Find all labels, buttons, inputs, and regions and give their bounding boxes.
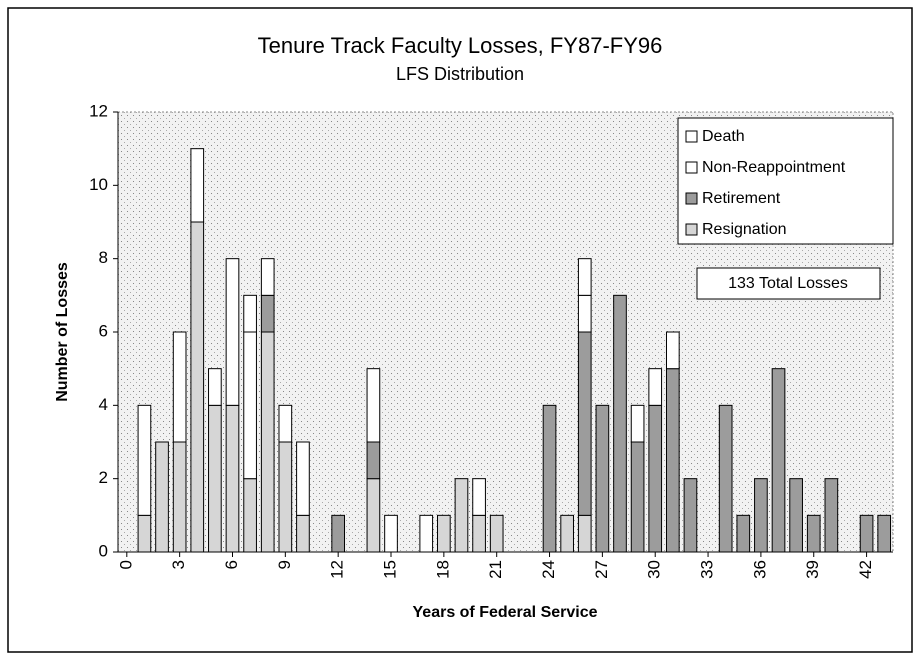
y-tick-label: 4 bbox=[99, 395, 108, 414]
bar-segment bbox=[208, 404, 222, 553]
bar-segment bbox=[366, 441, 381, 480]
bar-segment bbox=[630, 404, 645, 443]
legend bbox=[677, 117, 894, 245]
bar-segment bbox=[137, 404, 152, 516]
marks bbox=[137, 148, 892, 553]
bar-segment bbox=[630, 441, 645, 553]
y-tick-label: 10 bbox=[89, 175, 108, 194]
bar-segment bbox=[155, 441, 169, 553]
bar-segment bbox=[472, 514, 486, 553]
legend-label: Non-Reappointment bbox=[702, 159, 846, 176]
bar-segment bbox=[665, 368, 680, 553]
bar-segment bbox=[454, 478, 469, 553]
bar-segment bbox=[595, 404, 610, 553]
bar-segment bbox=[260, 331, 275, 553]
legend-label: Retirement bbox=[702, 190, 781, 207]
bar-segment bbox=[260, 258, 275, 296]
legend-swatch bbox=[685, 161, 698, 174]
bar-segment bbox=[736, 514, 751, 553]
bar-segment bbox=[366, 368, 381, 443]
x-tick-label: 42 bbox=[856, 560, 875, 579]
bar-segment bbox=[366, 478, 381, 553]
x-tick-label: 9 bbox=[275, 560, 294, 569]
y-tick-label: 8 bbox=[99, 248, 108, 267]
bar-segment bbox=[331, 514, 346, 553]
bar-segment bbox=[577, 331, 592, 516]
x-tick-label: 33 bbox=[698, 560, 717, 579]
bar-segment bbox=[384, 514, 398, 553]
bar-segment bbox=[260, 294, 275, 333]
bar-segment bbox=[771, 368, 786, 553]
bar-segment bbox=[278, 441, 293, 553]
legend-swatch bbox=[685, 130, 698, 143]
legend-label: Death bbox=[702, 128, 745, 145]
bar-segment bbox=[665, 331, 680, 370]
bar-segment bbox=[137, 514, 152, 553]
bar-segment bbox=[806, 514, 821, 553]
y-tick-label: 12 bbox=[89, 101, 108, 120]
bar-segment bbox=[489, 514, 504, 553]
bar-segment bbox=[613, 294, 627, 553]
bar-segment bbox=[296, 441, 310, 516]
x-tick-label: 18 bbox=[433, 560, 452, 579]
y-axis-label: Number of Losses bbox=[54, 262, 71, 402]
y-tick-label: 6 bbox=[99, 321, 108, 340]
annotation-box bbox=[696, 267, 881, 300]
bar-segment bbox=[577, 258, 592, 296]
x-tick-label: 0 bbox=[116, 560, 135, 569]
bar-segment bbox=[419, 514, 434, 553]
bar-segment bbox=[824, 478, 839, 553]
bar-segment bbox=[437, 514, 451, 553]
bar-segment bbox=[172, 331, 187, 443]
x-tick-label: 27 bbox=[592, 560, 611, 579]
bar-segment bbox=[243, 294, 257, 333]
x-tick-label: 6 bbox=[222, 560, 241, 569]
x-tick-label: 39 bbox=[803, 560, 822, 579]
bar-segment bbox=[472, 478, 486, 516]
bar-segment bbox=[225, 258, 240, 406]
bar-segment bbox=[683, 478, 698, 553]
bar-segment bbox=[278, 404, 293, 443]
annotation: 133 Total Losses bbox=[728, 275, 848, 292]
chart-subtitle: LFS Distribution bbox=[396, 64, 524, 84]
x-tick-label: 36 bbox=[750, 560, 769, 579]
y-tick-label: 2 bbox=[99, 468, 108, 487]
legend-label: Resignation bbox=[702, 221, 787, 238]
bar-segment bbox=[877, 514, 892, 553]
bar-segment bbox=[648, 404, 663, 553]
bar-segment bbox=[190, 221, 205, 553]
bar-segment bbox=[577, 514, 592, 553]
bar-segment bbox=[172, 441, 187, 553]
chart-title: Tenure Track Faculty Losses, FY87-FY96 bbox=[258, 33, 663, 58]
bar-segment bbox=[190, 148, 205, 223]
x-tick-label: 30 bbox=[645, 560, 664, 579]
bar-segment bbox=[243, 331, 257, 480]
bar-segment bbox=[208, 368, 222, 406]
bar-segment bbox=[577, 294, 592, 333]
legend-swatch bbox=[685, 223, 698, 236]
x-tick-label: 24 bbox=[539, 560, 558, 579]
x-tick-label: 15 bbox=[380, 560, 399, 579]
bar-segment bbox=[859, 514, 874, 553]
bar-segment bbox=[560, 514, 574, 553]
y-tick-label: 0 bbox=[99, 541, 108, 560]
bar-segment bbox=[296, 514, 310, 553]
bar-segment bbox=[789, 478, 803, 553]
bar-segment bbox=[718, 404, 733, 553]
bar-segment bbox=[243, 478, 257, 553]
x-tick-label: 3 bbox=[169, 560, 188, 569]
legend-swatch bbox=[685, 192, 698, 205]
bar-segment bbox=[648, 368, 663, 406]
x-tick-label: 12 bbox=[328, 560, 347, 579]
x-tick-label: 21 bbox=[486, 560, 505, 579]
bar-segment bbox=[542, 404, 557, 553]
bar-segment bbox=[754, 478, 768, 553]
bar-segment bbox=[225, 404, 240, 553]
x-axis-label: Years of Federal Service bbox=[413, 604, 598, 621]
